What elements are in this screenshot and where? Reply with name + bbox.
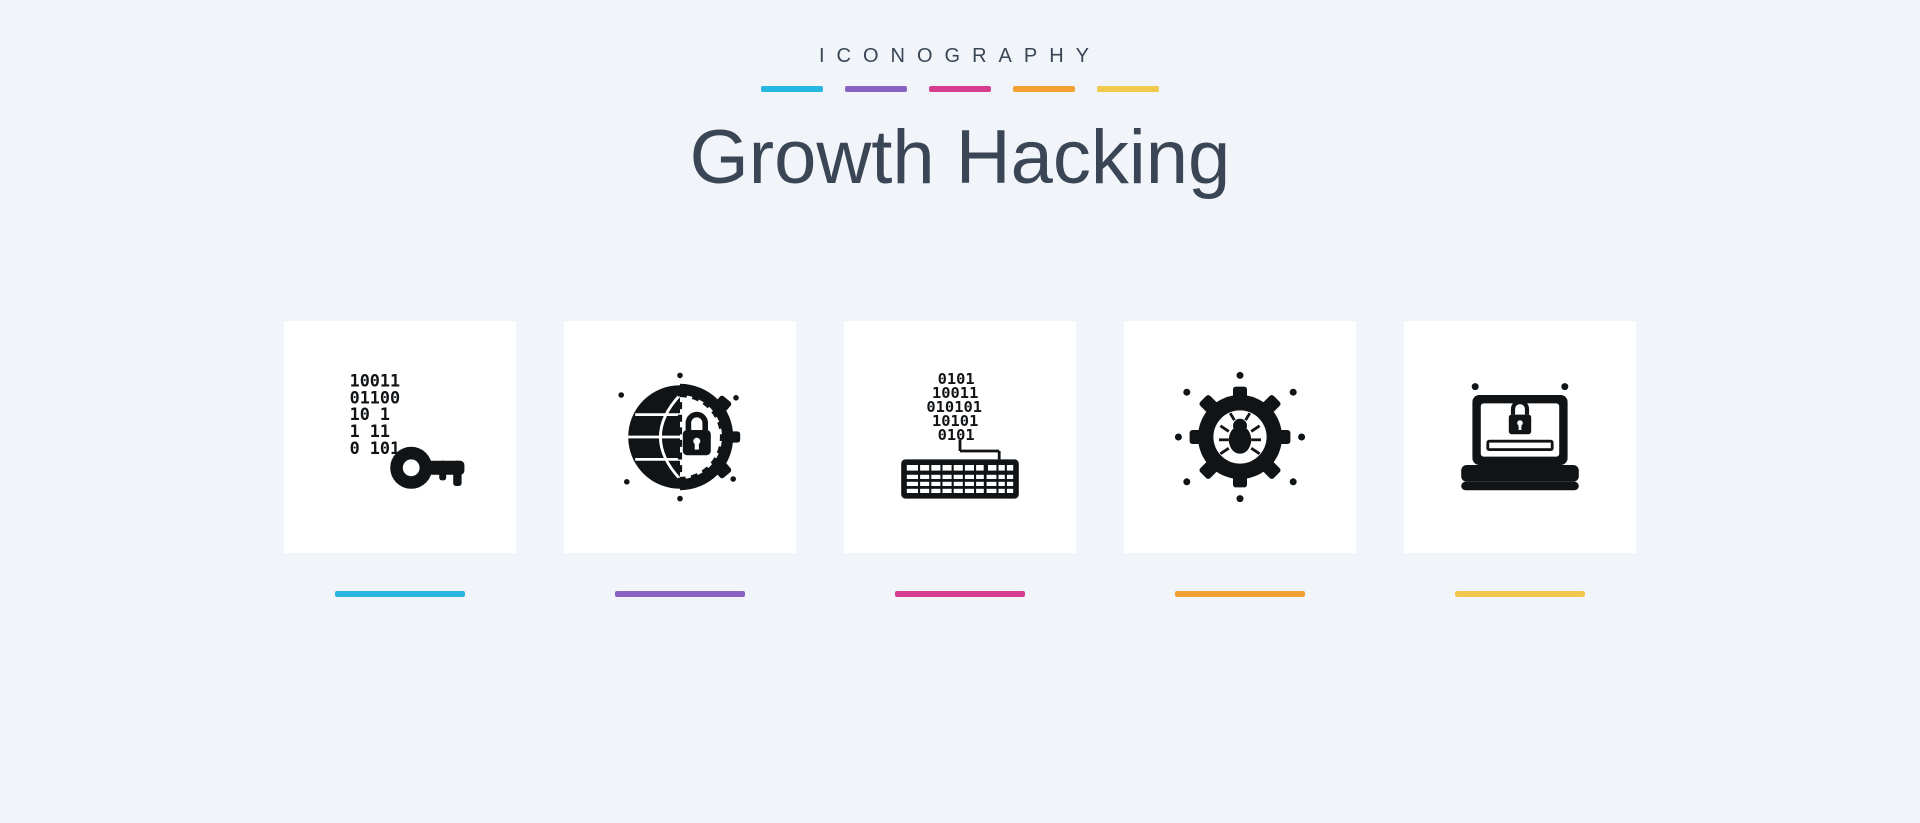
card-3-underline bbox=[895, 591, 1025, 597]
page-title: Growth Hacking bbox=[690, 114, 1231, 201]
card-5-underline bbox=[1455, 591, 1585, 597]
svg-text:0101: 0101 bbox=[938, 426, 975, 444]
underline-seg-2 bbox=[845, 86, 907, 92]
card-1-box: 10011 01100 10 1 1 11 0 101 bbox=[284, 321, 516, 553]
underline-seg-1 bbox=[761, 86, 823, 92]
card-3-box: 0101 10011 010101 10101 0101 bbox=[844, 321, 1076, 553]
underline-seg-3 bbox=[929, 86, 991, 92]
eyebrow-text: ICONOGRAPHY bbox=[819, 45, 1101, 68]
eyebrow-underline bbox=[761, 86, 1159, 92]
card-5 bbox=[1404, 321, 1636, 597]
binary-key-icon: 10011 01100 10 1 1 11 0 101 bbox=[330, 367, 470, 507]
keyboard-binary-icon: 0101 10011 010101 10101 0101 bbox=[890, 367, 1030, 507]
gear-bug-icon bbox=[1170, 367, 1310, 507]
card-2-box bbox=[564, 321, 796, 553]
underline-seg-4 bbox=[1013, 86, 1075, 92]
card-2 bbox=[564, 321, 796, 597]
card-5-box bbox=[1404, 321, 1636, 553]
card-4-underline bbox=[1175, 591, 1305, 597]
card-4 bbox=[1124, 321, 1356, 597]
card-1-underline bbox=[335, 591, 465, 597]
globe-lock-gear-icon bbox=[610, 367, 750, 507]
card-3: 0101 10011 010101 10101 0101 bbox=[844, 321, 1076, 597]
laptop-lock-icon bbox=[1450, 367, 1590, 507]
icon-card-row: 10011 01100 10 1 1 11 0 101 bbox=[284, 321, 1636, 597]
card-2-underline bbox=[615, 591, 745, 597]
svg-text:0 101: 0 101 bbox=[350, 438, 401, 458]
card-1: 10011 01100 10 1 1 11 0 101 bbox=[284, 321, 516, 597]
underline-seg-5 bbox=[1097, 86, 1159, 92]
card-4-box bbox=[1124, 321, 1356, 553]
